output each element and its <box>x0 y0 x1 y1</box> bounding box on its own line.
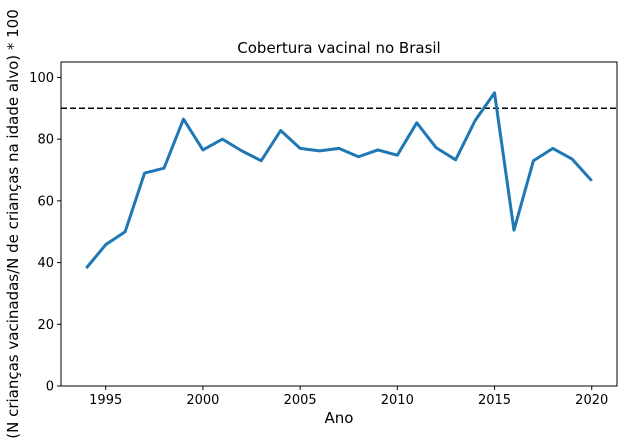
y-axis-ticks: 0 20 40 60 80 100 <box>29 71 61 395</box>
x-tick-label: 1995 <box>89 393 122 408</box>
plot-area <box>60 61 618 387</box>
y-tick-label: 20 <box>37 318 54 333</box>
plot-frame <box>60 61 618 387</box>
x-tick-label: 2000 <box>186 393 219 408</box>
y-tick-label: 60 <box>37 194 54 209</box>
x-tick-label: 2015 <box>478 393 511 408</box>
x-tick-label: 2005 <box>284 393 317 408</box>
y-tick-label: 80 <box>37 133 54 148</box>
x-tick-label: 2020 <box>575 393 608 408</box>
y-tick-label: 0 <box>46 380 54 395</box>
y-tick-label: 40 <box>37 256 54 271</box>
y-tick-label: 100 <box>29 71 54 86</box>
x-tick-label: 2010 <box>381 393 414 408</box>
x-axis-label: Ano <box>325 409 354 427</box>
y-axis-label: (N crianças vacinadas/N de crianças na i… <box>4 9 22 439</box>
x-axis-ticks: 1995 2000 2005 2010 2015 2020 <box>89 386 608 408</box>
series-line-0 <box>85 91 593 270</box>
chart-title: Cobertura vacinal no Brasil <box>237 39 440 57</box>
